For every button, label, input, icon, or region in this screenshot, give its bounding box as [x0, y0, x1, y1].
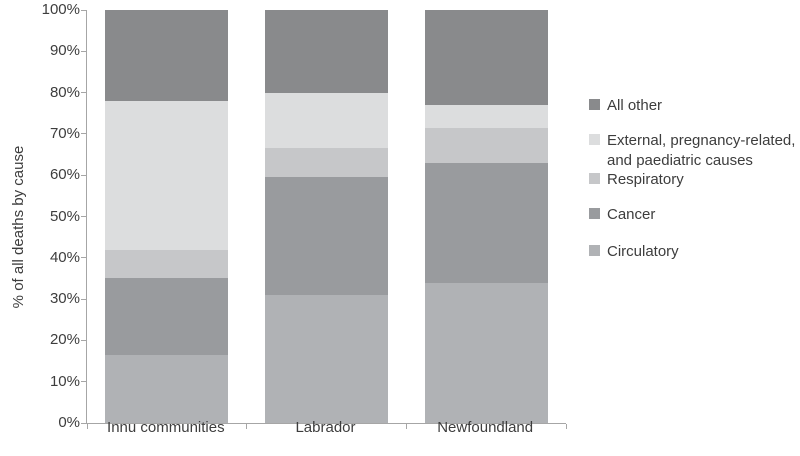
x-tick-mark	[565, 424, 567, 429]
legend-item-all-other: All other	[589, 96, 662, 116]
y-tick-label: 90%	[49, 42, 80, 60]
legend-swatch	[589, 173, 600, 184]
y-tick-mark	[81, 50, 86, 52]
bar-segment-all-other	[265, 10, 388, 93]
bar-segment-external-pregnancy-relat	[265, 92, 388, 149]
legend-item-external-pregnancy-relat: External, pregnancy-related, and paediatr…	[589, 131, 795, 171]
y-tick-mark	[81, 422, 86, 424]
bar-newfoundland	[424, 10, 548, 423]
y-tick-label: 100%	[41, 1, 80, 18]
y-tick-mark	[81, 298, 86, 300]
x-axis-label-labrador: Labrador	[295, 419, 356, 436]
legend-label-line: External, pregnancy-related,	[607, 132, 796, 149]
bar-labrador	[265, 10, 388, 423]
y-tick-label: 40%	[49, 248, 80, 266]
bar-segment-circulatory	[105, 354, 229, 423]
x-axis-label-innu-communities: Innu communities	[107, 419, 225, 436]
bar-segment-all-other	[105, 10, 229, 101]
x-axis-label-newfoundland: Newfoundland	[437, 419, 534, 436]
bar-segment-external-pregnancy-relat	[424, 105, 548, 128]
y-tick-label: 60%	[49, 166, 80, 184]
y-tick-mark	[81, 92, 86, 94]
y-tick-label: 0%	[58, 414, 80, 431]
legend-label-line: Circulatory	[607, 243, 679, 260]
legend-item-circulatory: Circulatory	[589, 242, 679, 262]
legend-swatch	[589, 208, 600, 219]
bar-segment-respiratory	[105, 249, 229, 279]
bar-segment-external-pregnancy-relat	[105, 100, 229, 250]
y-tick-mark	[81, 381, 86, 383]
legend-label-line: Respiratory	[607, 171, 684, 188]
bar-segment-respiratory	[265, 148, 388, 178]
y-tick-mark	[81, 133, 86, 135]
y-tick-label: 20%	[49, 331, 80, 349]
y-tick-label: 80%	[49, 83, 80, 101]
plot-area: 0% 10% 20% 30% 40% 50% 60% 70% 80% 90% 100%	[42, 2, 567, 430]
bar-segment-cancer	[265, 177, 388, 295]
legend-label: External, pregnancy-related, and paediatr…	[607, 131, 795, 171]
legend-label: All other	[607, 96, 662, 116]
legend-label: Cancer	[607, 205, 655, 225]
legend-label-line: and paediatric causes	[607, 152, 753, 169]
bar-segment-all-other	[424, 10, 548, 105]
legend-swatch	[589, 245, 600, 256]
y-tick-label: 30%	[49, 290, 80, 308]
x-tick-mark	[405, 424, 407, 429]
bar-innu-communities	[105, 10, 229, 423]
legend-label: Respiratory	[607, 170, 684, 190]
bar-segment-cancer	[424, 162, 548, 283]
y-tick-mark	[81, 9, 86, 11]
y-tick-label: 50%	[49, 207, 80, 225]
y-tick-mark	[81, 339, 86, 341]
legend-swatch	[589, 99, 600, 110]
bar-segment-cancer	[105, 278, 229, 355]
y-tick-mark	[81, 216, 86, 217]
bar-segment-circulatory	[265, 294, 388, 423]
legend-item-cancer: Cancer	[589, 205, 655, 225]
y-tick-mark	[81, 174, 86, 176]
legend-item-respiratory: Respiratory	[589, 170, 684, 190]
bar-segment-circulatory	[424, 282, 548, 423]
legend-swatch	[589, 134, 600, 145]
x-tick-mark	[246, 424, 248, 429]
y-tick-mark	[81, 257, 86, 259]
y-tick-label: 70%	[49, 124, 80, 142]
x-tick-mark	[86, 424, 88, 429]
legend-label: Circulatory	[607, 242, 679, 262]
legend-label-line: Cancer	[607, 206, 656, 223]
y-tick-label: 10%	[49, 372, 80, 390]
bar-segment-respiratory	[424, 127, 548, 163]
legend-label-line: All other	[607, 97, 663, 114]
